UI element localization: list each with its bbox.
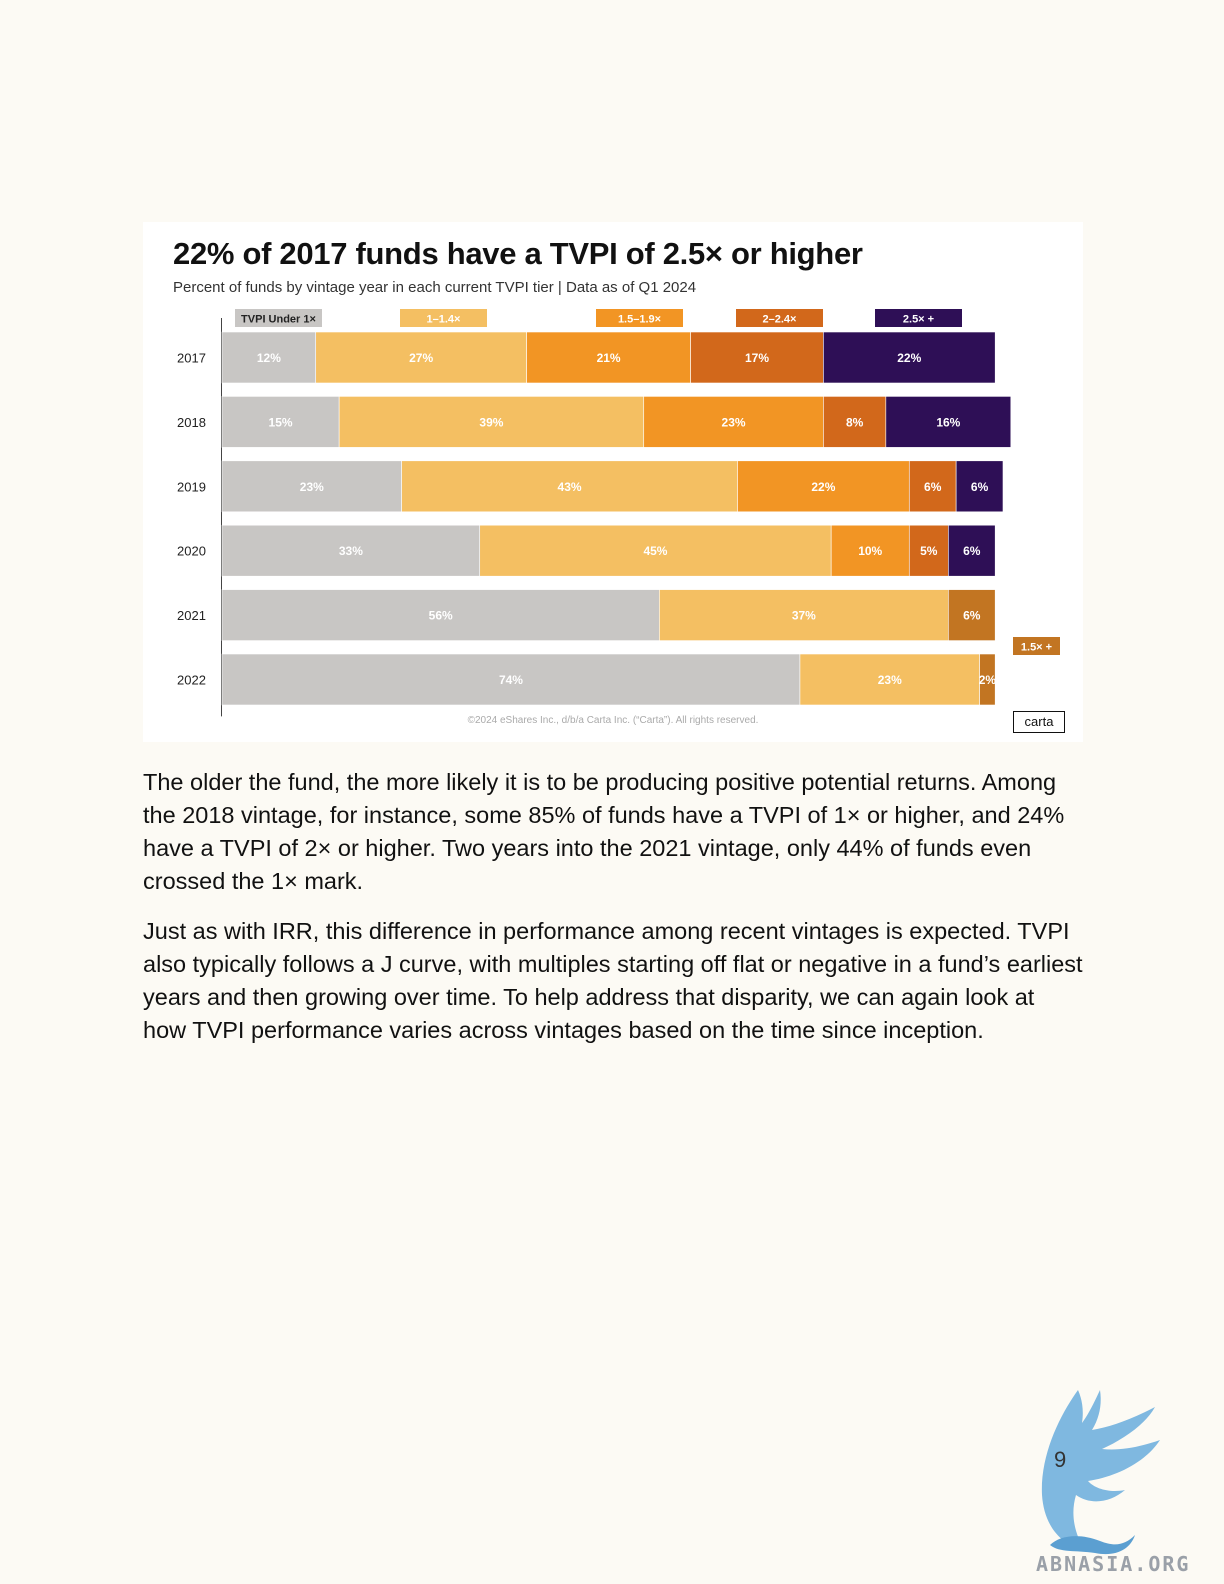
- legend-swatch: [596, 309, 683, 327]
- bar-segment: [221, 524, 481, 577]
- data-label: 45%: [643, 544, 667, 558]
- legend-item: 2.5× +: [875, 309, 962, 327]
- data-label: 15%: [269, 415, 293, 429]
- carta-logo: carta: [1013, 711, 1065, 733]
- data-label: 6%: [963, 609, 981, 623]
- chart-copyright: ©2024 eShares Inc., d/b/a Carta Inc. (“C…: [467, 715, 759, 726]
- bar-segment: [690, 331, 824, 384]
- legend-label: 1.5–1.9×: [618, 314, 661, 326]
- data-label: 6%: [963, 544, 981, 558]
- page-number: 9: [1054, 1447, 1067, 1472]
- chart-card: 22% of 2017 funds have a TVPI of 2.5× or…: [143, 222, 1083, 742]
- body-text: The older the fund, the more likely it i…: [143, 766, 1083, 1064]
- bar-segment: [908, 460, 957, 513]
- data-label: 27%: [409, 351, 433, 365]
- data-label: 56%: [429, 609, 453, 623]
- data-label: 12%: [257, 351, 281, 365]
- bar-segment: [823, 396, 887, 448]
- data-label: 74%: [499, 673, 523, 687]
- bar-segment: [526, 331, 691, 384]
- bar-segment: [830, 524, 910, 577]
- bar-segment: [221, 589, 660, 641]
- legend-swatch: [400, 309, 487, 327]
- bar-segment: [221, 331, 317, 384]
- y-tick-label: 2022: [177, 673, 206, 688]
- y-tick-label: 2017: [177, 351, 206, 366]
- data-label: 8%: [846, 415, 864, 429]
- watermark-text: ABNASIA.ORG: [1036, 1552, 1191, 1576]
- bar-segment: [221, 460, 402, 513]
- data-label: 5%: [920, 544, 938, 558]
- data-label: 23%: [878, 673, 902, 687]
- legend-item: TVPI Under 1×: [235, 309, 322, 327]
- bar-segment: [401, 460, 738, 513]
- legend-item: 1–1.4×: [400, 309, 487, 327]
- bar-segment: [737, 460, 910, 513]
- legend-swatch: [875, 309, 962, 327]
- bar-segment: [338, 396, 645, 448]
- y-tick-label: 2021: [177, 608, 206, 623]
- legend-item: 2–2.4×: [736, 309, 823, 327]
- legend-swatch: [235, 309, 322, 327]
- winged-griffin-icon: [1041, 1390, 1160, 1555]
- legend-item: 1.5–1.9×: [596, 309, 683, 327]
- chart-subtitle: Percent of funds by vintage year in each…: [173, 279, 697, 296]
- y-tick-label: 2018: [177, 415, 206, 430]
- bar-segment: [979, 653, 996, 706]
- bar-segment: [885, 396, 1012, 448]
- data-label: 2%: [979, 673, 997, 687]
- paragraph-2: Just as with IRR, this difference in per…: [143, 918, 1083, 1043]
- bar-segment: [955, 460, 1004, 513]
- data-label: 6%: [924, 480, 942, 494]
- bar-segment: [221, 653, 801, 706]
- bar-segment: [823, 331, 996, 384]
- bar-segment: [479, 524, 832, 577]
- y-tick-label: 2020: [177, 544, 206, 559]
- data-label: 6%: [971, 480, 989, 494]
- paragraph-1: The older the fund, the more likely it i…: [143, 769, 1065, 894]
- data-label: 23%: [722, 415, 746, 429]
- data-label: 39%: [479, 415, 503, 429]
- stacked-bar-chart: TVPI Under 1× 1–1.4× 1.5–1.9× 2–2.4× 2.5× + 1…: [177, 309, 1060, 717]
- legend-item: 1.5× +: [1013, 637, 1060, 655]
- data-label: 16%: [936, 415, 960, 429]
- bar-segment: [643, 396, 824, 448]
- data-label: 43%: [558, 480, 582, 494]
- legend-swatch: [1013, 637, 1060, 655]
- data-label: 33%: [339, 544, 363, 558]
- bar-segment: [315, 331, 527, 384]
- bar-segment: [908, 524, 949, 577]
- data-label: 22%: [811, 480, 835, 494]
- data-label: 37%: [792, 609, 816, 623]
- data-label: 22%: [897, 351, 921, 365]
- bar-segment: [659, 589, 949, 641]
- legend-label: 2–2.4×: [763, 314, 797, 326]
- data-label: 21%: [597, 351, 621, 365]
- legend-label: 2.5× +: [903, 314, 934, 326]
- data-label: 23%: [300, 480, 324, 494]
- y-tick-label: 2019: [177, 479, 206, 494]
- chart-title: 22% of 2017 funds have a TVPI of 2.5× or…: [173, 236, 863, 271]
- bar-segment: [948, 524, 996, 577]
- data-label: 10%: [858, 544, 882, 558]
- data-label: 17%: [745, 351, 769, 365]
- bar-segment: [948, 589, 996, 641]
- legend-label: 1.5× +: [1021, 642, 1052, 654]
- legend-label: TVPI Under 1×: [241, 314, 316, 326]
- legend-swatch: [736, 309, 823, 327]
- bar-segment: [221, 396, 340, 448]
- legend-label: 1–1.4×: [427, 314, 461, 326]
